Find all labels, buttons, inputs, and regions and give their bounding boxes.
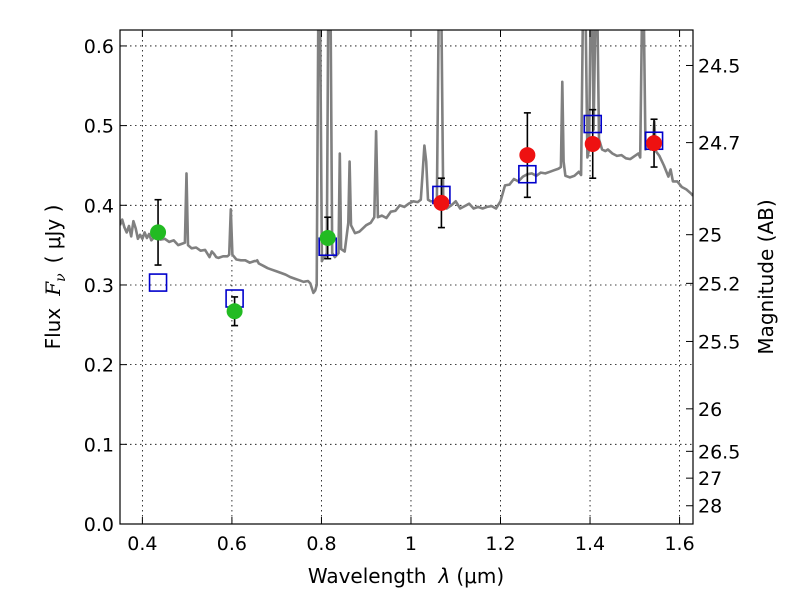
y-axis-label-subscript: ν [53,273,69,282]
magnitude-tick-label: 27 [698,468,722,490]
model-flux-box [148,273,168,292]
x-tick-label: 1.6 [664,533,694,555]
x-tick-label: 0.4 [127,533,157,555]
magnitude-tick-label: 25 [698,225,722,247]
model-spectrum-line [120,30,693,295]
x-tick-label: 1.2 [485,533,515,555]
magnitude-tick-label: 26 [698,399,722,421]
x-axis-label-unit: (μm) [456,564,504,588]
y-axis-label: Flux Fν ( μJy ) [41,205,69,350]
observed-points [150,135,663,320]
magnitude-axis-ticks: 24.5 24.7 25 25.2 25.5 26 26.5 27 28 [686,55,740,518]
nir-flux-point [584,135,601,152]
magnitude-tick-label: 26.5 [698,441,740,463]
optical-flux-point [319,229,336,246]
nir-flux-point [646,135,663,152]
y-axis-label-symbol: F [41,281,65,297]
x-tick-label: 0.8 [306,533,336,555]
x-axis-label-prefix: Wavelength [308,564,427,588]
y-tick-label: 0.1 [84,434,114,456]
plot-frame [119,29,694,525]
x-tick-label: 1.4 [575,533,605,555]
y-tick-label: 0.6 [84,36,114,58]
x-tick-label: 1 [405,533,417,555]
optical-flux-point [150,224,167,241]
magnitude-axis-label: Magnitude (AB) [754,199,778,354]
x-axis-label-symbol: λ [438,564,451,588]
nir-flux-point [519,147,536,164]
nir-flux-point [433,194,450,211]
model-flux-box [518,164,537,184]
y-axis-label-unit: ( μJy ) [41,205,65,264]
y-tick-label: 0.4 [84,195,114,217]
y-tick-label: 0.0 [84,514,114,536]
y-axis-ticks: 0.0 0.1 0.2 0.3 0.4 0.5 0.6 [84,36,127,536]
y-tick-label: 0.2 [84,355,114,377]
x-axis-label: Wavelength λ (μm) [308,564,504,588]
optical-flux-point [226,303,243,320]
model-flux-box [583,114,603,134]
x-axis-ticks: 0.4 0.6 0.8 1 1.2 1.4 1.6 [127,30,695,555]
model-spectrum [120,30,693,295]
y-tick-label: 0.5 [84,116,114,138]
magnitude-tick-label: 25.2 [698,273,740,295]
magnitude-tick-label: 25.5 [698,331,740,353]
y-tick-label: 0.3 [84,275,114,297]
magnitude-tick-label: 24.7 [698,133,740,155]
x-tick-label: 0.6 [217,533,247,555]
y-axis-label-prefix: Flux [41,308,65,350]
magnitude-tick-label: 28 [698,496,722,518]
magnitude-tick-label: 24.5 [698,55,740,77]
